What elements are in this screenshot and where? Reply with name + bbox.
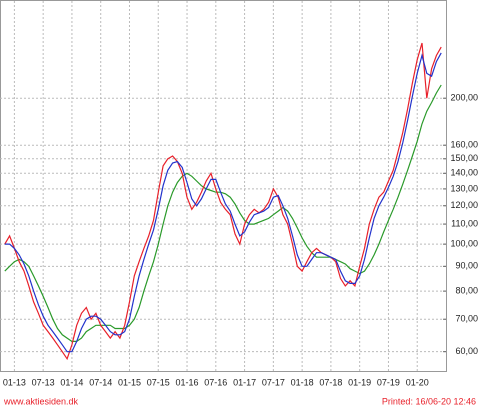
x-tick-label: 01-19 xyxy=(348,377,371,387)
y-tick-label: 160,00 xyxy=(450,140,478,150)
x-tick-label: 01-13 xyxy=(3,377,26,387)
y-tick-label: 70,00 xyxy=(455,314,478,324)
y-tick-label: 90,00 xyxy=(455,261,478,271)
x-tick-label: 07-16 xyxy=(204,377,227,387)
x-tick-label: 01-20 xyxy=(406,377,429,387)
plot-frame xyxy=(0,0,447,372)
x-tick-label: 01-14 xyxy=(60,377,83,387)
y-tick-label: 140,00 xyxy=(450,168,478,178)
y-tick-label: 110,00 xyxy=(451,218,478,228)
series-line xyxy=(4,52,442,353)
y-tick-label: 150,00 xyxy=(450,153,478,163)
printed-label: Printed: 16/06-20 12:46 xyxy=(382,396,476,406)
y-tick-label: 200,00 xyxy=(450,93,478,103)
x-tick-label: 07-18 xyxy=(319,377,342,387)
x-tick-label: 01-18 xyxy=(291,377,314,387)
x-tick-label: 07-17 xyxy=(262,377,285,387)
x-tick-label: 07-19 xyxy=(377,377,400,387)
x-tick-label: 01-15 xyxy=(118,377,141,387)
x-tick-label: 01-17 xyxy=(233,377,256,387)
source-label: www.aktiesiden.dk xyxy=(3,396,79,406)
x-tick-label: 07-15 xyxy=(147,377,170,387)
x-tick-label: 07-14 xyxy=(89,377,112,387)
y-tick-label: 100,00 xyxy=(450,239,478,249)
y-tick-label: 80,00 xyxy=(455,285,478,295)
x-tick-label: 07-13 xyxy=(32,377,55,387)
y-tick-label: 120,00 xyxy=(450,200,478,210)
y-tick-label: 130,00 xyxy=(450,183,478,193)
y-tick-label: 60,00 xyxy=(455,346,478,356)
x-tick-label: 01-16 xyxy=(176,377,199,387)
series-line xyxy=(4,42,442,361)
